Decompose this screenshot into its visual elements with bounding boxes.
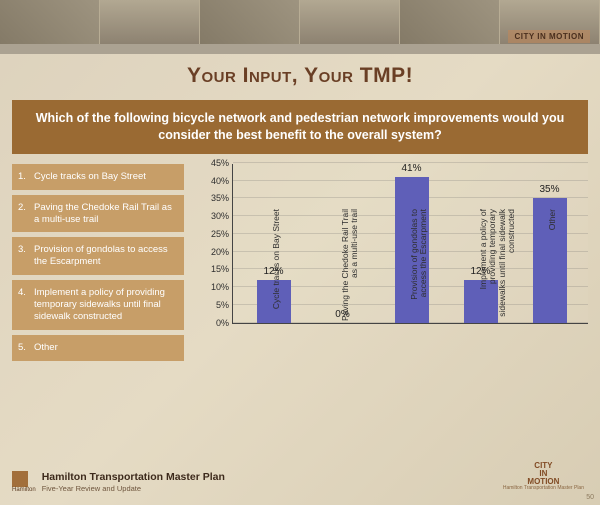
option-number: 3. — [18, 244, 26, 256]
option-item: 3. Provision of gondolas to access the Es… — [12, 237, 184, 275]
hamilton-logo-icon — [12, 471, 28, 487]
option-number: 1. — [18, 171, 26, 183]
chart-xtick: Other — [546, 203, 557, 323]
option-text: Cycle tracks on Bay Street — [34, 171, 146, 182]
option-text: Paving the Chedoke Rail Trail as a multi… — [34, 202, 172, 225]
footer-title: Hamilton Transportation Master Plan — [42, 471, 225, 483]
city-in-motion-logo: CITY IN MOTION Hamilton Transportation M… — [503, 462, 584, 491]
option-item: 5. Other — [12, 335, 184, 361]
option-number: 4. — [18, 287, 26, 299]
chart-ytick: 10% — [211, 282, 233, 292]
chart-ytick: 5% — [216, 300, 233, 310]
chart-ytick: 15% — [211, 264, 233, 274]
chart-xtick: Implement a policy of providing temporar… — [477, 203, 516, 323]
footer: Hamilton Hamilton Transportation Master … — [12, 471, 225, 493]
chart-ytick: 20% — [211, 247, 233, 257]
chart-ytick: 25% — [211, 229, 233, 239]
option-text: Provision of gondolas to access the Esca… — [34, 244, 168, 267]
option-number: 2. — [18, 202, 26, 214]
chart-ytick: 35% — [211, 193, 233, 203]
chart-ytick: 30% — [211, 211, 233, 221]
chart-ytick: 40% — [211, 176, 233, 186]
hamilton-logo-text: Hamilton — [12, 487, 36, 493]
chart-bar-value: 35% — [539, 184, 559, 198]
option-text: Implement a policy of providing temporar… — [34, 287, 165, 322]
bar-chart: 0%5%10%15%20%25%30%35%40%45%12%Cycle tra… — [192, 164, 588, 444]
option-item: 2. Paving the Chedoke Rail Trail as a mul… — [12, 195, 184, 233]
option-item: 4. Implement a policy of providing tempor… — [12, 280, 184, 330]
page-number: 50 — [586, 494, 594, 501]
chart-ytick: 0% — [216, 318, 233, 328]
option-item: 1. Cycle tracks on Bay Street — [12, 164, 184, 190]
chart-ytick: 45% — [211, 158, 233, 168]
options-list: 1. Cycle tracks on Bay Street 2. Paving the… — [12, 164, 184, 444]
chart-xtick: Cycle tracks on Bay Street — [270, 203, 281, 323]
chart-bar-value: 41% — [401, 163, 421, 177]
chart-xtick: Paving the Chedoke Rail Trail as a multi… — [339, 203, 360, 323]
option-number: 5. — [18, 342, 26, 354]
header-band: CITY IN MOTION — [0, 0, 600, 54]
question-bar: Which of the following bicycle network a… — [12, 100, 588, 154]
page-title: Your Input, Your TMP! — [0, 54, 600, 96]
option-text: Other — [34, 342, 58, 353]
header-ribbon: CITY IN MOTION — [508, 30, 590, 43]
chart-xtick: Provision of gondolas to access the Esca… — [408, 203, 429, 323]
footer-subtitle: Five-Year Review and Update — [42, 484, 225, 493]
